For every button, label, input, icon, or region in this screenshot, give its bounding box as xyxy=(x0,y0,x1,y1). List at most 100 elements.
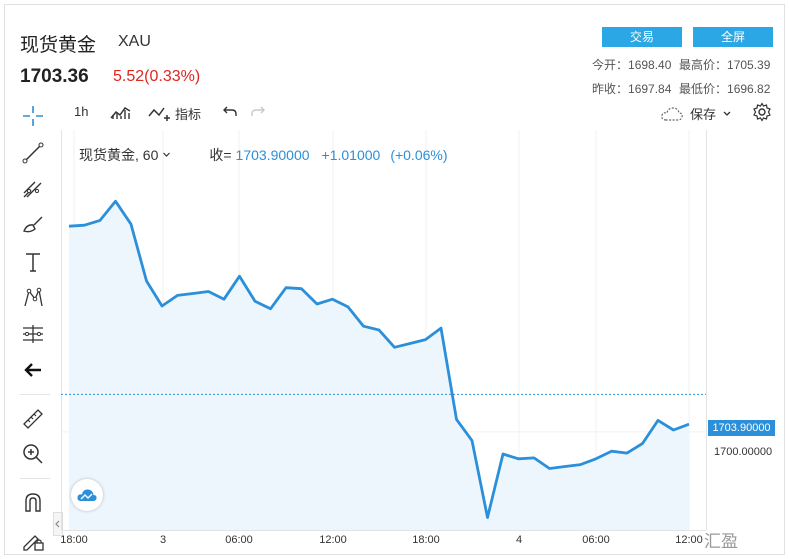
data-point xyxy=(393,345,397,349)
data-point xyxy=(207,290,211,294)
fib-icon xyxy=(23,181,42,198)
data-point xyxy=(253,299,257,303)
time-axis-label: 18:00 xyxy=(412,534,440,546)
data-point xyxy=(517,457,521,461)
legend-change: +1.01000 xyxy=(321,147,381,163)
instrument-symbol: XAU xyxy=(118,33,151,50)
trade-button[interactable]: 交易 xyxy=(602,27,682,47)
data-point xyxy=(439,326,443,330)
tool-divider xyxy=(20,394,50,395)
range-icon xyxy=(23,325,43,343)
data-point xyxy=(114,199,118,203)
data-point xyxy=(687,422,691,426)
legend-close-value: 1703.90000 xyxy=(235,147,310,163)
ruler-icon xyxy=(23,409,43,429)
data-point xyxy=(455,417,459,421)
indicators-icon xyxy=(148,107,170,121)
data-point xyxy=(656,418,660,422)
legend-series-name[interactable]: 现货黄金, 60 xyxy=(79,147,159,163)
data-point xyxy=(377,328,381,332)
data-point xyxy=(284,286,288,290)
data-point xyxy=(176,293,180,297)
chart-type-button[interactable] xyxy=(110,104,132,120)
time-axis-label: 18:00 xyxy=(60,534,88,546)
data-point xyxy=(67,224,71,228)
lock-draw-tool[interactable] xyxy=(20,527,46,553)
time-axis-label: 3 xyxy=(159,534,167,546)
magnet-tool[interactable] xyxy=(20,490,46,516)
time-axis-label: 12:00 xyxy=(319,534,347,546)
price-line xyxy=(68,199,690,519)
legend-change-pct: (+0.06%) xyxy=(390,147,448,163)
zoom-in-tool[interactable] xyxy=(20,441,46,467)
save-button[interactable]: 保存 xyxy=(660,104,732,123)
back-tool[interactable] xyxy=(20,357,46,383)
time-axis-label: 4 xyxy=(515,534,523,546)
text-tool[interactable] xyxy=(20,249,46,275)
collapse-toolbar-icon[interactable] xyxy=(53,512,63,536)
brush-icon xyxy=(23,216,43,233)
high-stat: 最高价：1705.39 xyxy=(679,58,771,72)
data-point xyxy=(315,302,319,306)
redo-icon xyxy=(251,106,265,116)
chevron-down-icon[interactable] xyxy=(162,151,171,159)
data-point xyxy=(222,297,226,301)
tool-divider xyxy=(20,478,50,479)
arrow-left-icon xyxy=(24,363,41,377)
undo-icon xyxy=(223,106,237,116)
fib-tool[interactable] xyxy=(20,176,46,202)
chart-legend: 现货黄金, 60 收= 1703.90000 +1.01000 (+0.06%) xyxy=(79,145,448,165)
pattern-tool[interactable] xyxy=(20,285,46,311)
data-point xyxy=(625,451,629,455)
price-area-fill xyxy=(69,201,689,530)
data-point xyxy=(191,291,195,295)
data-point xyxy=(563,465,567,469)
data-point xyxy=(160,304,164,308)
data-point xyxy=(470,439,474,443)
data-point xyxy=(641,441,645,445)
instrument-title: 现货黄金 xyxy=(20,35,97,56)
data-point xyxy=(579,463,583,467)
chart-logo-button[interactable] xyxy=(71,479,103,511)
watermark: 汇盈 xyxy=(704,532,738,551)
open-stat: 今开：1698.40 xyxy=(592,58,672,72)
data-point xyxy=(594,457,598,461)
data-point xyxy=(238,274,242,278)
data-point xyxy=(501,452,505,456)
data-point xyxy=(486,516,490,520)
data-point xyxy=(331,297,335,301)
zoom-in-icon xyxy=(23,444,43,464)
data-point xyxy=(532,456,536,460)
pencil-lock-icon xyxy=(23,535,44,551)
legend-close-label: 收= xyxy=(209,147,232,163)
data-point xyxy=(548,466,552,470)
data-point xyxy=(610,449,614,453)
trend-line-tool[interactable] xyxy=(20,140,46,166)
undo-button[interactable] xyxy=(222,104,238,118)
data-point xyxy=(145,279,149,283)
measure-range-tool[interactable] xyxy=(20,321,46,347)
crosshair-icon xyxy=(23,106,43,126)
settings-button[interactable] xyxy=(752,102,772,122)
brush-tool[interactable] xyxy=(20,212,46,238)
data-point xyxy=(300,287,304,291)
chevron-down-icon xyxy=(723,111,731,116)
current-price-tag: 1703.90000 xyxy=(708,420,775,436)
interval-selector[interactable]: 1h xyxy=(74,104,89,119)
data-point xyxy=(269,307,273,311)
data-point xyxy=(83,223,87,227)
prev-close-stat: 昨收：1697.84 xyxy=(592,82,672,96)
crosshair-tool[interactable] xyxy=(20,103,46,129)
chart-type-icon xyxy=(110,107,131,119)
price-axis-label: 1700.00000 xyxy=(714,446,773,458)
fullscreen-button[interactable]: 全屏 xyxy=(693,27,773,47)
redo-button[interactable] xyxy=(250,104,266,118)
low-stat: 最低价：1696.82 xyxy=(679,82,771,96)
price-change: 5.52(0.33%) xyxy=(113,68,201,85)
indicators-button[interactable]: 指标 xyxy=(148,104,201,123)
data-point xyxy=(98,218,102,222)
data-point xyxy=(362,324,366,328)
data-point xyxy=(408,341,412,345)
ruler-tool[interactable] xyxy=(20,406,46,432)
